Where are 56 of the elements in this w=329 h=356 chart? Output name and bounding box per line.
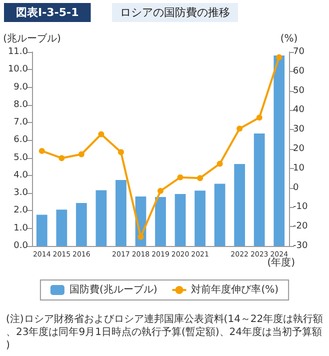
bar	[76, 202, 87, 246]
legend-label: 対前年度伸び率(%)	[191, 284, 279, 296]
y2-tick-label: 50	[293, 86, 305, 96]
point	[98, 131, 104, 138]
y-tick-label: 0.0	[14, 241, 28, 251]
y-tick-label: 1.0	[14, 223, 28, 234]
bar	[96, 190, 107, 246]
point	[216, 160, 223, 167]
y2-tick-label: -30	[293, 241, 308, 251]
y2-tick-label: 60	[293, 66, 305, 76]
legend-label: 国防費(兆ルーブル)	[69, 284, 158, 296]
y-tick-label: 11.0	[8, 47, 28, 57]
y2-tick-label: 30	[293, 124, 305, 135]
y-tick-label: 2.0	[14, 206, 28, 216]
bar	[214, 184, 226, 246]
bar	[274, 56, 285, 246]
point	[276, 54, 282, 60]
bar	[155, 196, 166, 246]
bar	[36, 214, 48, 246]
y-tick-label: 10.0	[8, 64, 28, 75]
y2-tick-label: 70	[293, 47, 305, 57]
y2-tick-label: 10	[293, 163, 305, 174]
y-tick-label: 3.0	[14, 188, 28, 198]
point	[58, 155, 65, 162]
x-axis-title: (年度)	[267, 256, 296, 268]
bar	[56, 210, 68, 246]
y2-tick-label: -10	[293, 202, 308, 212]
chart-subtitle: ロシアの国防費の推移	[120, 6, 230, 19]
y-tick-label: 5.0	[14, 152, 28, 163]
text: (注)ロシア財務省およびロシア連邦国庫公表資料(14～22年度は執行額、23年度は同年9月1日時点の執行予算(暫定額)、24年度は当初予算額)	[6, 313, 324, 351]
y2-tick-label: 0	[293, 182, 299, 193]
y-tick-label: 8.0	[14, 100, 28, 110]
y2-tick-label: 20	[293, 144, 305, 154]
point	[158, 188, 164, 194]
y-axis-title: (兆ルーブル)	[3, 32, 61, 44]
point	[138, 234, 144, 240]
y2-axis-title: (%)	[280, 34, 298, 44]
point	[38, 148, 45, 154]
bar	[174, 194, 186, 246]
bar	[194, 190, 206, 246]
y2-tick-label: -20	[293, 222, 308, 232]
point	[236, 126, 243, 132]
bar	[254, 133, 265, 246]
point	[197, 175, 204, 182]
y-tick-label: 4.0	[14, 170, 28, 180]
y-tick-label: 7.0	[14, 118, 28, 128]
point	[118, 149, 124, 156]
y-tick-label: 6.0	[14, 135, 28, 146]
bar	[234, 164, 246, 246]
point	[78, 151, 84, 158]
chart-title: 図表Ⅰ-3-5-1	[16, 6, 79, 19]
bar	[116, 180, 126, 246]
y-tick-label: 9.0	[14, 82, 28, 92]
point	[177, 174, 184, 180]
point	[256, 114, 262, 121]
y2-tick-label: 40	[293, 105, 305, 116]
